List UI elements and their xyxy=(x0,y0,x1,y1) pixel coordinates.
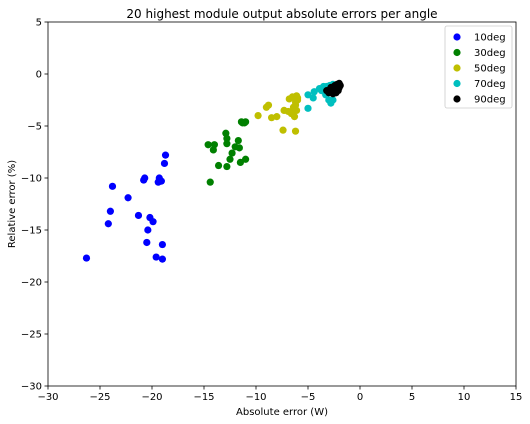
point-30deg-9 xyxy=(226,155,234,163)
plot-area xyxy=(47,21,517,387)
y-tick-label: 0 xyxy=(36,70,42,81)
y-tick-label: 5 xyxy=(36,18,42,29)
point-10deg-12 xyxy=(152,253,160,261)
point-10deg-18 xyxy=(160,159,169,168)
point-30deg-10 xyxy=(228,149,236,157)
x-tick-label: −30 xyxy=(37,392,58,403)
series-90deg xyxy=(323,79,344,98)
point-30deg-1 xyxy=(206,178,214,186)
point-10deg-3 xyxy=(108,182,117,190)
point-50deg-5 xyxy=(279,126,287,134)
legend-label-10deg: 10deg xyxy=(474,33,506,44)
point-10deg-11 xyxy=(149,218,157,226)
point-10deg-8 xyxy=(143,238,151,247)
point-30deg-12 xyxy=(234,136,242,145)
y-axis-title: Relative error (%) xyxy=(7,160,18,248)
x-tick-label: 0 xyxy=(357,392,363,403)
point-30deg-6 xyxy=(223,134,231,143)
x-tick-label: −15 xyxy=(193,392,214,403)
legend-box xyxy=(444,25,513,109)
point-70deg-15 xyxy=(329,96,337,104)
plot-background xyxy=(48,22,516,386)
point-10deg-4 xyxy=(124,194,132,202)
point-30deg-3 xyxy=(210,141,218,149)
point-10deg-16 xyxy=(158,240,166,249)
legend-marker-90deg xyxy=(453,95,461,103)
point-30deg-7 xyxy=(223,140,231,148)
y-tick-label: −5 xyxy=(27,122,42,133)
legend-label-70deg: 70deg xyxy=(474,79,506,90)
point-90deg-18 xyxy=(336,81,344,90)
legend-marker-50deg xyxy=(453,64,461,72)
point-10deg-9 xyxy=(144,226,152,234)
x-tick-label: −20 xyxy=(141,392,162,403)
legend-label-50deg: 50deg xyxy=(474,64,506,75)
series-30deg xyxy=(204,118,250,186)
y-tick-label: −10 xyxy=(21,174,42,185)
point-10deg-1 xyxy=(104,220,112,228)
y-tick-label: −25 xyxy=(21,330,42,341)
x-tick-label: 10 xyxy=(458,392,471,403)
point-30deg-19 xyxy=(238,119,247,127)
legend-marker-10deg xyxy=(453,33,461,41)
legend: 10deg 30deg 50deg 70deg 90deg xyxy=(444,25,513,109)
point-10deg-5 xyxy=(134,211,143,220)
series-50deg xyxy=(254,92,302,135)
x-tick-label: −10 xyxy=(245,392,266,403)
point-30deg-4 xyxy=(214,161,223,170)
point-10deg-15 xyxy=(157,177,165,185)
point-50deg-19 xyxy=(294,94,302,102)
point-50deg-4 xyxy=(273,113,281,121)
point-10deg-0 xyxy=(82,254,91,262)
y-axis: −30 −25 −20 −15 −10 −5 0 5 xyxy=(21,18,48,393)
y-tick-label: −30 xyxy=(21,382,42,393)
point-30deg-8 xyxy=(223,162,231,171)
chart-title: 20 highest module output absolute errors… xyxy=(126,7,437,21)
point-70deg-2 xyxy=(309,94,317,102)
point-50deg-17 xyxy=(292,106,301,114)
legend-marker-30deg xyxy=(453,48,461,57)
point-50deg-2 xyxy=(264,101,273,109)
point-50deg-12 xyxy=(290,113,299,121)
y-tick-label: −15 xyxy=(21,226,42,237)
y-tick-label: −20 xyxy=(21,278,42,289)
plot-frame xyxy=(47,21,517,387)
legend-marker-70deg xyxy=(453,79,461,88)
x-axis-title: Absolute error (W) xyxy=(236,407,328,418)
point-70deg-0 xyxy=(304,104,312,112)
point-30deg-13 xyxy=(235,144,243,152)
point-50deg-18 xyxy=(291,127,300,135)
point-70deg-1 xyxy=(304,91,312,99)
data-points xyxy=(82,79,344,263)
point-30deg-17 xyxy=(242,155,250,163)
x-tick-label: 5 xyxy=(409,392,415,403)
point-10deg-7 xyxy=(141,174,149,182)
point-10deg-19 xyxy=(161,151,170,159)
legend-label-30deg: 30deg xyxy=(474,48,506,59)
point-50deg-0 xyxy=(254,112,262,120)
x-axis: −30 −25 −20 −15 −10 −5 0 5 10 15 xyxy=(37,386,522,403)
legend-label-90deg: 90deg xyxy=(474,95,506,106)
point-70deg-3 xyxy=(310,88,318,96)
point-10deg-17 xyxy=(158,255,166,263)
series-10deg xyxy=(82,151,170,263)
point-30deg-0 xyxy=(204,141,212,149)
point-90deg-19 xyxy=(329,90,337,98)
x-tick-label: −25 xyxy=(89,392,110,403)
x-tick-label: 15 xyxy=(510,392,523,403)
x-tick-label: −5 xyxy=(301,392,316,403)
point-30deg-14 xyxy=(236,158,244,166)
point-10deg-2 xyxy=(106,207,114,215)
